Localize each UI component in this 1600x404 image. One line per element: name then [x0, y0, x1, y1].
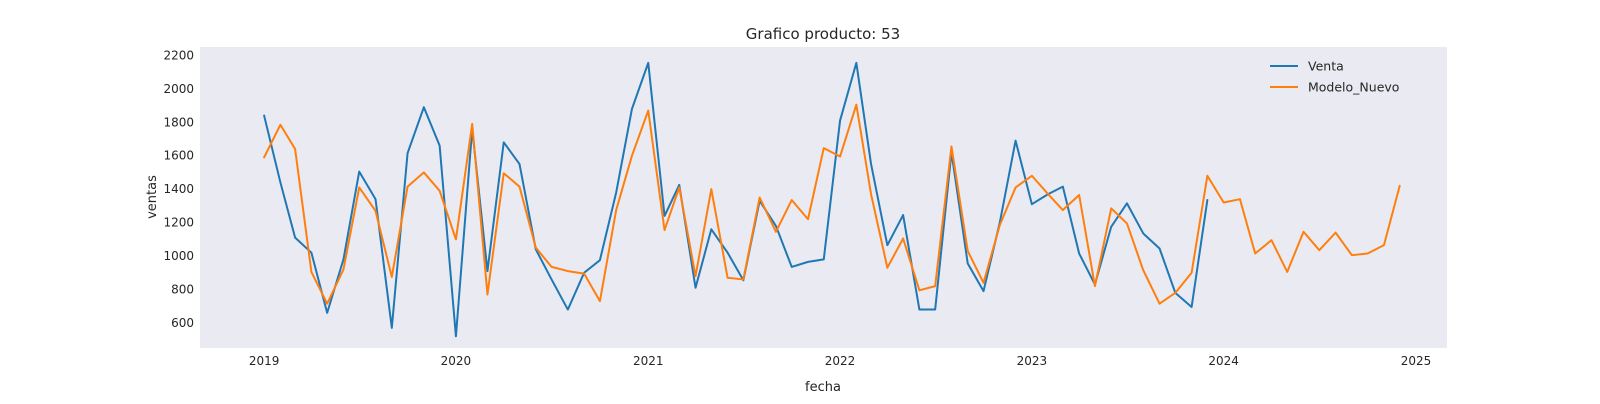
y-tick-label: 600 [171, 316, 194, 330]
series-line-venta [263, 61, 1209, 338]
x-tick-label: 2022 [825, 354, 856, 368]
x-tick-label: 2023 [1017, 354, 1048, 368]
plot-area [200, 47, 1447, 348]
legend: Venta Modelo_Nuevo [1270, 59, 1399, 95]
x-tick-label: 2025 [1401, 354, 1432, 368]
y-axis: 600 800 1000 1200 1400 1600 1800 2000 2200 [163, 48, 194, 330]
legend-label: Modelo_Nuevo [1308, 80, 1399, 95]
legend-label: Venta [1308, 59, 1344, 74]
series-lines [263, 61, 1401, 338]
x-axis-label: fecha [805, 380, 841, 395]
y-tick-label: 2000 [163, 82, 194, 96]
x-tick-label: 2024 [1208, 354, 1239, 368]
x-axis: 2019 2020 2021 2022 2023 2024 2025 [249, 354, 1431, 368]
y-tick-label: 1800 [163, 115, 194, 129]
y-tick-label: 1000 [163, 249, 194, 263]
x-tick-label: 2021 [633, 354, 664, 368]
y-tick-label: 1400 [163, 182, 194, 196]
y-tick-label: 1600 [163, 149, 194, 163]
y-tick-label: 2200 [163, 48, 194, 62]
series-line-modelo-nuevo [263, 103, 1401, 305]
y-axis-label: ventas [145, 175, 160, 219]
chart-title: Grafico producto: 53 [746, 25, 900, 43]
x-tick-label: 2020 [441, 354, 472, 368]
x-tick-label: 2019 [249, 354, 280, 368]
y-tick-label: 1200 [163, 216, 194, 230]
y-tick-label: 800 [171, 282, 194, 296]
